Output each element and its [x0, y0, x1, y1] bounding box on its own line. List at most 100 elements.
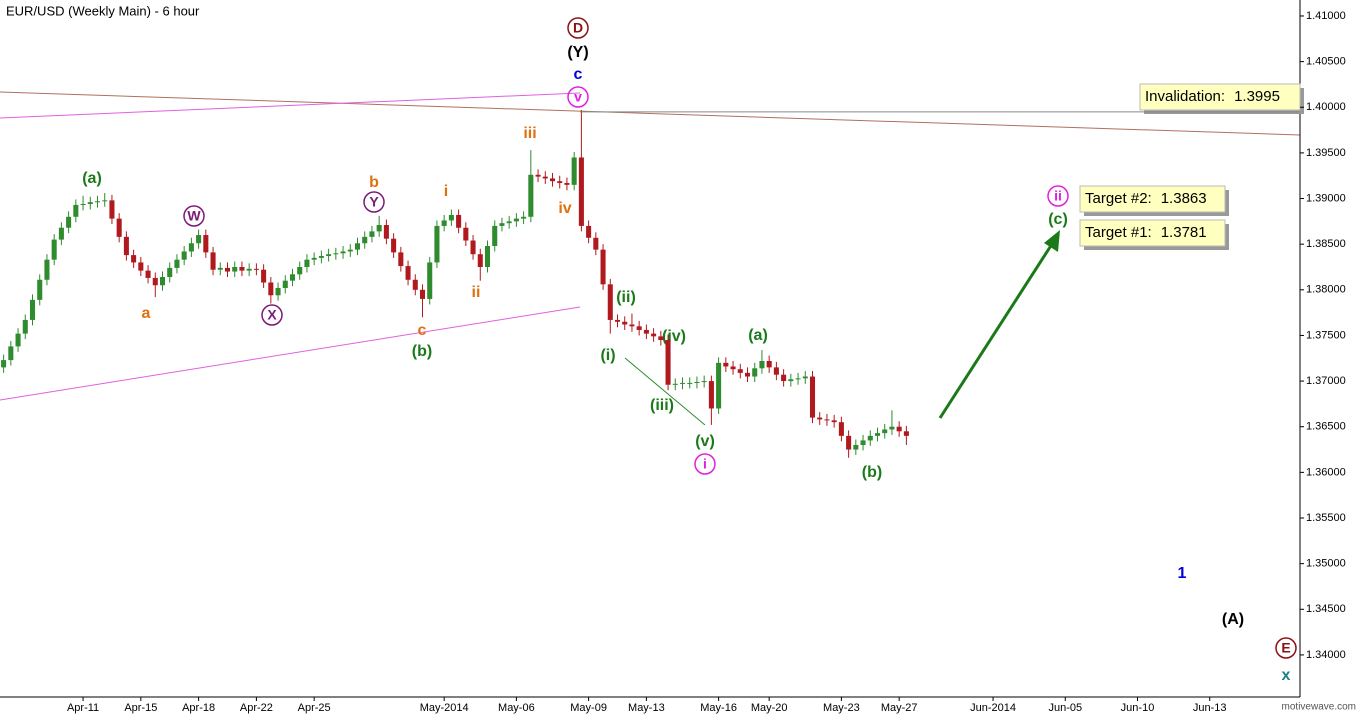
label-circle	[694, 453, 716, 475]
y-tick-label: 1.34000	[1306, 649, 1346, 661]
candle-body	[261, 269, 267, 283]
candle-body	[246, 268, 252, 271]
y-tick-label: 1.37500	[1306, 329, 1346, 341]
candle-body	[651, 333, 657, 337]
candle-body	[8, 346, 14, 361]
trend-line	[624, 357, 706, 426]
label-circle	[567, 86, 589, 108]
candle-body	[181, 251, 187, 260]
candle-body	[412, 279, 418, 290]
candle-body	[557, 181, 563, 184]
candle-body	[159, 277, 166, 286]
level-text: Target #1: 1.3781	[1085, 224, 1207, 241]
candle-body	[658, 336, 664, 341]
label-circle	[183, 205, 205, 227]
wave-label: (ii)	[616, 289, 636, 306]
candle-body	[326, 254, 332, 257]
candle-body	[809, 376, 816, 418]
y-tick-label: 1.40000	[1306, 101, 1346, 113]
candle-body	[224, 267, 231, 272]
y-tick-label: 1.36000	[1306, 466, 1346, 478]
candle-body	[874, 433, 881, 436]
x-tick-label: Apr-11	[67, 702, 99, 714]
wave-label: (iii)	[650, 397, 674, 414]
projection-arrow	[938, 243, 1054, 419]
candle-body	[463, 227, 469, 241]
candle-body	[340, 251, 346, 254]
candle-body	[759, 361, 765, 369]
candle-body	[889, 426, 895, 430]
candle-body	[636, 326, 642, 330]
candle-body	[896, 426, 902, 432]
wave-label: (A)	[1222, 611, 1244, 628]
candle-body	[253, 268, 259, 270]
candle-body	[701, 381, 707, 383]
chart-title: EUR/USD (Weekly Main) - 6 hour	[6, 3, 200, 18]
candle-body	[239, 266, 245, 271]
candle-body	[22, 319, 28, 334]
candle-body	[1, 360, 7, 368]
y-tick-label: 1.37000	[1306, 375, 1346, 387]
wave-label: v	[574, 89, 582, 105]
wave-label: (v)	[695, 433, 715, 450]
level-text: Invalidation: 1.3995	[1145, 88, 1280, 105]
candle-body	[752, 368, 758, 377]
candle-body	[766, 361, 772, 368]
level-text: Target #2: 1.3863	[1085, 190, 1207, 207]
candle-body	[781, 374, 787, 382]
candle-body	[528, 174, 534, 217]
candle-body	[477, 254, 483, 267]
wave-label: Y	[369, 194, 379, 210]
candle-body	[521, 216, 527, 219]
level-box	[1079, 219, 1226, 247]
candle-body	[716, 362, 722, 409]
x-tick-label: Jun-2014	[970, 702, 1016, 714]
label-circle	[1047, 185, 1069, 207]
candle-body	[867, 435, 873, 441]
candle-body	[131, 255, 137, 263]
candle-body	[44, 259, 50, 280]
level-label: Invalidation:	[1145, 88, 1225, 105]
x-tick-label: May-2014	[420, 702, 469, 714]
candle-body	[318, 256, 324, 258]
y-tick-label: 1.38500	[1306, 238, 1346, 250]
wave-label: ii	[1054, 188, 1062, 204]
wave-label: b	[369, 174, 379, 191]
wave-label: a	[142, 305, 151, 322]
wave-label: i	[703, 456, 707, 472]
candle-body	[643, 329, 649, 334]
candle-body	[708, 381, 714, 409]
candle-body	[723, 362, 729, 367]
candle-body	[37, 279, 43, 300]
level-value: 1.3781	[1161, 224, 1207, 241]
candle-body	[419, 289, 426, 299]
candle-body	[167, 267, 173, 278]
x-tick-label: Jun-05	[1048, 702, 1082, 714]
candle-body	[824, 419, 830, 421]
candle-body	[391, 238, 397, 253]
candle-body	[427, 262, 433, 299]
candle-body	[109, 200, 115, 219]
x-tick-label: Jun-13	[1193, 702, 1227, 714]
trend-line	[0, 306, 581, 401]
wave-label: (a)	[82, 170, 102, 187]
candle-body	[903, 431, 909, 436]
candle-body	[687, 382, 693, 384]
y-tick-label: 1.39000	[1306, 192, 1346, 204]
level-box	[1139, 83, 1301, 111]
candle-body	[788, 379, 794, 382]
candle-body	[744, 372, 751, 377]
level-box	[1079, 185, 1226, 213]
y-tick-label: 1.36500	[1306, 421, 1346, 433]
label-circle	[363, 191, 385, 213]
candle-body	[232, 266, 238, 272]
candle-body	[513, 218, 519, 222]
candle-body	[289, 274, 296, 281]
candle-body	[831, 420, 837, 423]
candle-body	[123, 236, 129, 256]
candle-body	[665, 340, 671, 385]
candle-body	[87, 202, 93, 205]
x-tick-label: May-20	[751, 702, 788, 714]
